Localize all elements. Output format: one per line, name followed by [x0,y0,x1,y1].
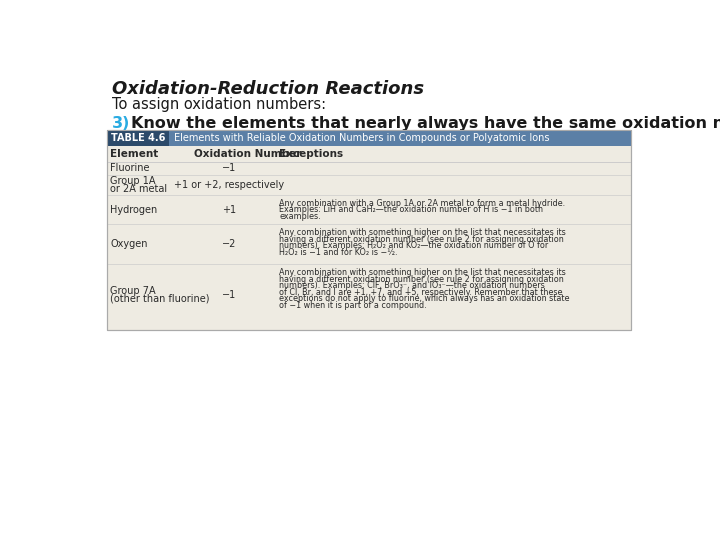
Text: +1: +1 [222,205,235,214]
Text: Oxygen: Oxygen [110,239,148,249]
Text: −1: −1 [222,290,236,300]
Text: −1: −1 [222,164,236,173]
Text: Hydrogen: Hydrogen [110,205,158,214]
Text: having a different oxidation number (see rule 2 for assigning oxidation: having a different oxidation number (see… [279,234,564,244]
Text: Exceptions: Exceptions [279,149,343,159]
Text: Know the elements that nearly always have the same oxidation number.: Know the elements that nearly always hav… [131,116,720,131]
Text: numbers). Examples: ClF, BrO₃⁻, and IO₃⁻—the oxidation numbers: numbers). Examples: ClF, BrO₃⁻, and IO₃⁻… [279,281,545,290]
Text: or 2A metal: or 2A metal [110,184,167,194]
Text: (other than fluorine): (other than fluorine) [110,294,210,304]
Text: Elements with Reliable Oxidation Numbers in Compounds or Polyatomic Ions: Elements with Reliable Oxidation Numbers… [174,133,550,143]
Text: −2: −2 [222,239,236,249]
Text: Group 1A: Group 1A [110,176,156,186]
Text: Any combination with a Group 1A or 2A metal to form a metal hydride.: Any combination with a Group 1A or 2A me… [279,199,565,208]
Text: numbers). Examples: H₂O₂ and KO₂—the oxidation number of O for: numbers). Examples: H₂O₂ and KO₂—the oxi… [279,241,549,250]
Text: having a different oxidation number (see rule 2 for assigning oxidation: having a different oxidation number (see… [279,275,564,284]
Text: +1 or +2, respectively: +1 or +2, respectively [174,180,284,190]
Text: of −1 when it is part of a compound.: of −1 when it is part of a compound. [279,301,427,310]
FancyBboxPatch shape [107,130,631,330]
Text: TABLE 4.6: TABLE 4.6 [111,133,165,143]
FancyBboxPatch shape [107,130,169,146]
Text: Any combination with something higher on the list that necessitates its: Any combination with something higher on… [279,268,566,277]
Text: H₂O₂ is −1 and for KO₂ is −½.: H₂O₂ is −1 and for KO₂ is −½. [279,248,397,256]
Text: 3): 3) [112,116,130,131]
Text: Group 7A: Group 7A [110,286,156,296]
Text: examples.: examples. [279,212,320,221]
Text: Examples: LiH and CaH₂—the oxidation number of H is −1 in both: Examples: LiH and CaH₂—the oxidation num… [279,205,543,214]
Text: Element: Element [110,149,158,159]
Text: Oxidation Number: Oxidation Number [194,149,301,159]
Text: To assign oxidation numbers:: To assign oxidation numbers: [112,97,326,112]
Text: of Cl, Br, and I are +1, +7, and +5, respectively. Remember that these: of Cl, Br, and I are +1, +7, and +5, res… [279,288,562,296]
FancyBboxPatch shape [107,130,631,146]
Text: exceptions do not apply to fluorine, which always has an oxidation state: exceptions do not apply to fluorine, whi… [279,294,570,303]
Text: Fluorine: Fluorine [110,164,150,173]
Text: Any combination with something higher on the list that necessitates its: Any combination with something higher on… [279,228,566,237]
Text: Oxidation-Reduction Reactions: Oxidation-Reduction Reactions [112,80,424,98]
